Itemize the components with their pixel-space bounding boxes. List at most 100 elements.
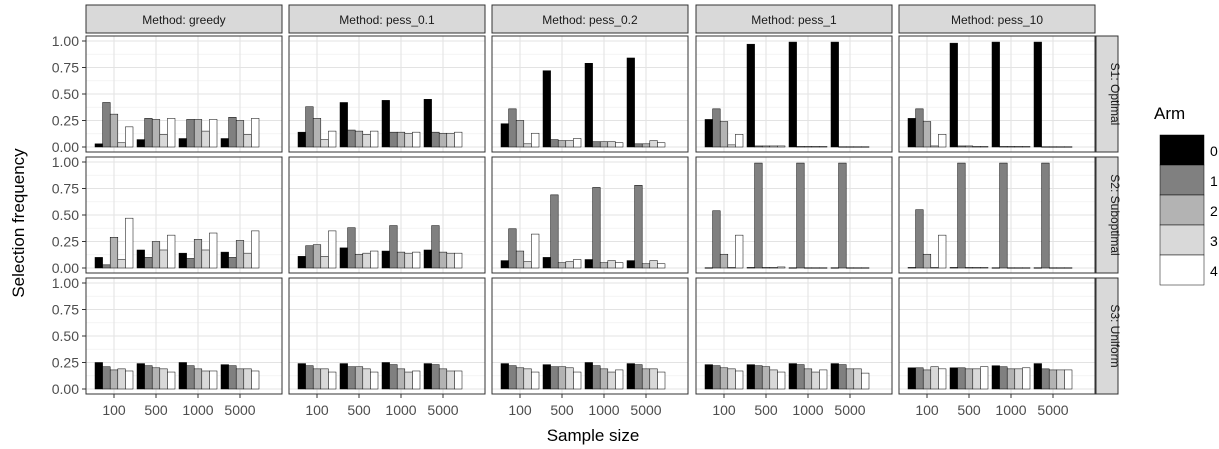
bar-arm-4 xyxy=(167,234,176,269)
bar-arm-4 xyxy=(251,370,260,390)
facet-strip-row xyxy=(1095,35,1119,153)
bar-arm-2 xyxy=(599,141,609,148)
x-tick-label: 500 xyxy=(347,402,371,418)
bar-arm-1 xyxy=(796,146,805,148)
bar-arm-3 xyxy=(404,132,413,148)
bar-arm-1 xyxy=(634,143,643,148)
bar-arm-2 xyxy=(964,145,974,148)
bar-arm-1 xyxy=(796,364,805,390)
facet-strip-label: Method: pess_1 xyxy=(751,13,837,27)
x-tick-label: 5000 xyxy=(1037,402,1068,418)
bar-arm-2 xyxy=(599,368,609,390)
legend-key-0 xyxy=(1159,134,1205,166)
bar-arm-4 xyxy=(861,267,870,269)
bar-arm-3 xyxy=(853,267,862,269)
bar-arm-1 xyxy=(508,365,517,390)
panels-layer: Method: greedy Method: pess_0.1 Method: pe… xyxy=(52,4,1122,418)
bar-arm-0 xyxy=(136,249,145,269)
y-tick-label: 0.75 xyxy=(52,60,79,76)
bar-arm-2 xyxy=(312,368,322,390)
bar-arm-3 xyxy=(243,368,252,390)
bar-arm-0 xyxy=(542,257,551,269)
bar-arm-4 xyxy=(861,372,870,390)
x-tick-label: 5000 xyxy=(224,402,255,418)
legend-label: 4 xyxy=(1210,263,1218,279)
facet-strip-column xyxy=(695,4,893,34)
bar-arm-2 xyxy=(1048,267,1058,269)
bar-arm-2 xyxy=(151,367,161,390)
bar-arm-1 xyxy=(838,162,847,269)
bar-arm-1 xyxy=(389,225,398,269)
bar-arm-4 xyxy=(615,369,624,390)
bar-arm-0 xyxy=(991,267,1000,269)
bar-arm-0 xyxy=(991,365,1000,390)
bar-arm-1 xyxy=(712,210,721,269)
y-tick-label: 0.50 xyxy=(52,86,79,102)
x-tick-label: 5000 xyxy=(427,402,458,418)
bar-arm-2 xyxy=(235,368,245,390)
bar-arm-4 xyxy=(454,252,463,269)
bar-arm-2 xyxy=(193,368,203,390)
bar-arm-0 xyxy=(746,364,755,390)
bar-arm-1 xyxy=(431,225,440,269)
bar-arm-2 xyxy=(354,253,364,269)
bar-arm-2 xyxy=(719,367,729,390)
bar-arm-4 xyxy=(370,130,379,148)
bar-arm-2 xyxy=(761,145,771,148)
bar-arm-1 xyxy=(305,245,314,269)
bar-arm-4 xyxy=(573,371,582,390)
bar-arm-1 xyxy=(305,365,314,390)
y-tick-label: 0.50 xyxy=(52,207,79,223)
bar-arm-2 xyxy=(803,368,813,390)
y-tick-label: 0.25 xyxy=(52,355,79,371)
bar-arm-1 xyxy=(389,131,398,148)
bar-arm-0 xyxy=(178,138,187,148)
bar-arm-4 xyxy=(777,371,786,390)
bar-arm-0 xyxy=(339,363,348,390)
bar-arm-0 xyxy=(907,267,916,269)
bar-arm-3 xyxy=(201,370,210,390)
bar-arm-2 xyxy=(557,366,567,390)
bar-arm-1 xyxy=(305,106,314,148)
bar-arm-4 xyxy=(370,371,379,390)
legend-title: Arm xyxy=(1154,104,1185,123)
bar-arm-0 xyxy=(584,259,593,269)
bar-arm-3 xyxy=(446,370,455,390)
bar-arm-1 xyxy=(347,227,356,269)
bar-arm-4 xyxy=(1022,267,1031,269)
bar-arm-2 xyxy=(515,250,525,269)
bar-arm-4 xyxy=(1022,367,1031,390)
x-tick-label: 1000 xyxy=(995,402,1026,418)
bar-arm-3 xyxy=(404,252,413,269)
bar-arm-2 xyxy=(193,239,203,269)
panel-border xyxy=(288,35,486,153)
bar-arm-4 xyxy=(980,146,989,148)
bar-arm-1 xyxy=(1041,368,1050,390)
bar-arm-1 xyxy=(592,365,601,390)
legend-label: 2 xyxy=(1210,203,1218,219)
bar-arm-3 xyxy=(320,139,329,148)
bar-arm-0 xyxy=(584,362,593,390)
bar-arm-0 xyxy=(94,143,103,148)
bar-arm-1 xyxy=(634,185,643,269)
bar-arm-2 xyxy=(1006,368,1016,390)
bar-arm-2 xyxy=(235,120,245,148)
bar-arm-2 xyxy=(922,369,932,390)
bar-arm-1 xyxy=(102,366,111,390)
bar-arm-0 xyxy=(949,267,958,269)
y-tick-label: 1.00 xyxy=(52,275,79,291)
bar-arm-3 xyxy=(362,368,371,390)
bar-arm-3 xyxy=(243,252,252,269)
bar-arm-3 xyxy=(811,146,820,148)
bar-arm-2 xyxy=(803,267,813,269)
bar-arm-0 xyxy=(381,100,390,148)
bar-arm-4 xyxy=(1064,146,1073,148)
bar-arm-4 xyxy=(1064,369,1073,390)
bar-arm-1 xyxy=(915,367,924,390)
bar-arm-4 xyxy=(735,134,744,148)
bar-arm-0 xyxy=(788,41,797,148)
bar-arm-0 xyxy=(907,367,916,390)
bar-arm-0 xyxy=(220,364,229,390)
bar-arm-1 xyxy=(550,366,559,390)
